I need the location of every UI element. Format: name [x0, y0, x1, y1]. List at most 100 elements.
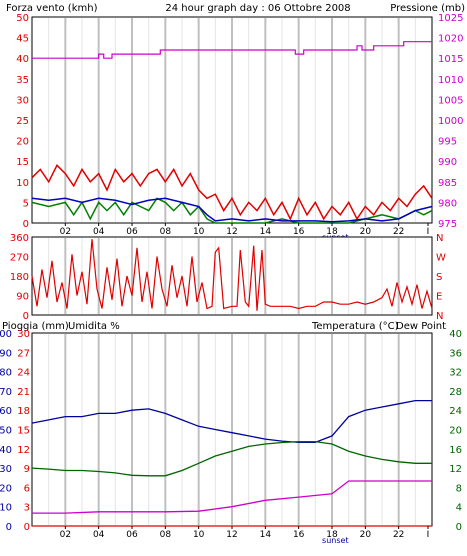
x-tick-label: 10	[193, 227, 205, 237]
y-tick-label: 20	[449, 426, 462, 437]
y-tick-label: 27	[17, 348, 30, 359]
x-tick-label: 12	[226, 530, 237, 540]
y-tick-label: 0	[6, 522, 12, 533]
y-tick-label: 30	[16, 95, 29, 106]
y-tick-label: 980	[438, 198, 457, 209]
y-tick-label: N	[436, 311, 443, 322]
y-tick-label: 0	[456, 522, 462, 533]
y-tick-label: 25	[16, 116, 29, 127]
x-tick-label: 16	[293, 530, 305, 540]
x-tick-label: 22	[393, 227, 404, 237]
y-tick-label: 60	[0, 406, 12, 417]
average-wind-series	[31, 197, 433, 224]
y-tick-label: 975	[438, 219, 457, 230]
pressure-title: Pressione (mb)	[390, 3, 465, 14]
y-tick-label: 90	[0, 348, 12, 359]
y-tick-label: 50	[16, 13, 29, 24]
y-tick-label: 270	[10, 253, 29, 264]
y-tick-label: 0	[24, 522, 30, 533]
y-tick-label: 4	[456, 503, 462, 514]
y-tick-label: 360	[10, 233, 29, 244]
graph-date-title: 24 hour graph day : 06 Ottobre 2008	[165, 3, 350, 14]
y-tick-label: 990	[438, 157, 457, 168]
x-tick-label: 02	[60, 530, 71, 540]
y-tick-label: 80	[0, 368, 12, 379]
y-tick-label: 1005	[438, 95, 463, 106]
y-tick-label: 90	[16, 292, 29, 303]
y-tick-label: 32	[449, 368, 462, 379]
y-tick-label: 10	[0, 503, 12, 514]
y-tick-label: 50	[0, 426, 12, 437]
y-tick-label: 16	[449, 445, 462, 456]
x-tick-label: 08	[160, 227, 172, 237]
y-tick-label: 180	[10, 272, 29, 283]
x-tick-label: 06	[126, 227, 138, 237]
x-tick-label: 10	[193, 530, 205, 540]
x-tick-label: I	[427, 227, 430, 237]
y-tick-label: 9	[24, 464, 30, 475]
y-tick-label: 12	[449, 464, 462, 475]
x-tick-label: 06	[126, 530, 138, 540]
x-tick-label: 14	[260, 530, 272, 540]
y-tick-label: 0	[23, 311, 29, 322]
y-tick-label: 6	[24, 483, 30, 494]
x-tick-label: 20	[360, 227, 372, 237]
wind-direction-series	[31, 239, 433, 311]
y-tick-label: 20	[0, 483, 12, 494]
y-tick-label: 28	[449, 387, 462, 398]
y-tick-label: S	[436, 272, 442, 283]
pressure-series	[32, 41, 432, 59]
x-tick-label: 20	[360, 530, 372, 540]
y-tick-label: 40	[16, 54, 29, 65]
y-tick-label: 21	[17, 387, 30, 398]
sunset-label: sunset	[322, 536, 349, 545]
y-tick-label: 10	[16, 178, 29, 189]
y-tick-label: 1025	[438, 13, 463, 24]
y-tick-label: E	[436, 292, 442, 303]
y-tick-label: W	[436, 253, 446, 264]
x-tick-label: 04	[93, 530, 105, 540]
y-tick-label: 18	[17, 406, 30, 417]
dewpoint-label: Dew Point	[396, 321, 446, 332]
humidity-series	[31, 399, 432, 444]
wind-speed-title: Forza vento (kmh)	[6, 3, 98, 14]
x-tick-label: 22	[393, 530, 404, 540]
y-tick-label: 40	[0, 445, 12, 456]
x-tick-label: 18	[326, 530, 338, 540]
temperature-label: Temperatura (°C)	[311, 321, 399, 332]
y-tick-label: 24	[17, 368, 30, 379]
temperature-series	[31, 440, 432, 477]
y-tick-label: 1020	[438, 34, 463, 45]
x-tick-label: 12	[226, 227, 237, 237]
y-tick-label: 12	[17, 445, 30, 456]
x-tick-label: 02	[60, 227, 71, 237]
y-tick-label: 985	[438, 178, 457, 189]
y-tick-label: 30	[0, 464, 12, 475]
dewpoint-series	[32, 480, 432, 514]
humidity-label: Umidita %	[68, 321, 120, 332]
y-tick-label: 70	[0, 387, 12, 398]
y-tick-label: N	[436, 233, 443, 244]
y-tick-label: 100	[0, 329, 12, 340]
y-tick-label: 995	[438, 137, 457, 148]
y-tick-label: 3	[24, 503, 30, 514]
x-tick-label: 08	[160, 530, 172, 540]
y-tick-label: 15	[16, 157, 29, 168]
y-tick-label: 15	[17, 426, 30, 437]
y-tick-label: 8	[456, 483, 462, 494]
x-tick-label: I	[427, 530, 430, 540]
y-tick-label: 20	[16, 137, 29, 148]
y-tick-label: 1015	[438, 54, 463, 65]
y-tick-label: 30	[17, 329, 30, 340]
rain-label: Pioggia (mm)	[2, 321, 69, 332]
y-tick-label: 35	[16, 75, 29, 86]
y-tick-label: 1000	[438, 116, 463, 127]
wind-speed-series	[31, 197, 433, 223]
x-tick-label: 18	[326, 227, 338, 237]
y-tick-label: 24	[449, 406, 462, 417]
y-tick-label: 0	[23, 219, 29, 230]
gust-series	[31, 164, 433, 221]
x-tick-label: 14	[260, 227, 272, 237]
